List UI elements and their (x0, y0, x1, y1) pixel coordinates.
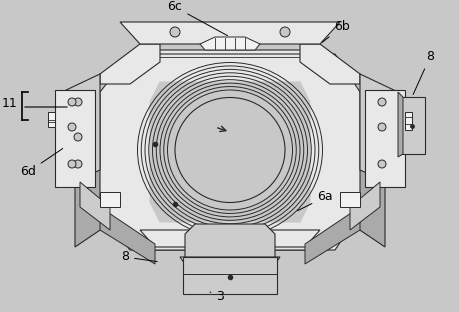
Polygon shape (55, 90, 95, 187)
Polygon shape (80, 182, 110, 230)
Polygon shape (48, 112, 55, 127)
Polygon shape (349, 182, 379, 230)
Ellipse shape (174, 97, 285, 202)
Text: 11: 11 (2, 97, 18, 110)
Polygon shape (339, 192, 359, 207)
Circle shape (377, 160, 385, 168)
Circle shape (170, 27, 179, 37)
Polygon shape (100, 44, 160, 84)
Polygon shape (404, 112, 411, 130)
Circle shape (68, 98, 76, 106)
Text: 8: 8 (121, 251, 157, 264)
Circle shape (74, 98, 82, 106)
Polygon shape (120, 22, 339, 44)
Circle shape (377, 123, 385, 131)
Polygon shape (304, 207, 359, 264)
Polygon shape (115, 220, 344, 250)
Circle shape (280, 27, 289, 37)
Polygon shape (344, 80, 384, 247)
Polygon shape (140, 230, 319, 247)
Text: 6c: 6c (167, 1, 227, 36)
Polygon shape (150, 82, 309, 222)
Circle shape (74, 133, 82, 141)
Circle shape (74, 160, 82, 168)
Polygon shape (100, 54, 359, 250)
Polygon shape (100, 207, 155, 264)
Circle shape (68, 160, 76, 168)
Polygon shape (62, 74, 100, 187)
Text: 6a: 6a (297, 191, 332, 211)
Polygon shape (179, 257, 280, 264)
Text: 3: 3 (210, 290, 224, 304)
Polygon shape (200, 37, 259, 50)
Polygon shape (183, 257, 276, 294)
Circle shape (377, 98, 385, 106)
Polygon shape (397, 92, 402, 157)
Polygon shape (75, 80, 115, 247)
Polygon shape (100, 192, 120, 207)
Text: 6d: 6d (20, 149, 62, 178)
Circle shape (68, 123, 76, 131)
Polygon shape (359, 74, 397, 187)
Text: 8: 8 (412, 51, 433, 95)
Text: 6b: 6b (321, 21, 349, 42)
Polygon shape (185, 224, 274, 267)
Polygon shape (115, 50, 344, 80)
Polygon shape (364, 90, 404, 187)
Polygon shape (299, 44, 359, 84)
Polygon shape (399, 97, 424, 154)
